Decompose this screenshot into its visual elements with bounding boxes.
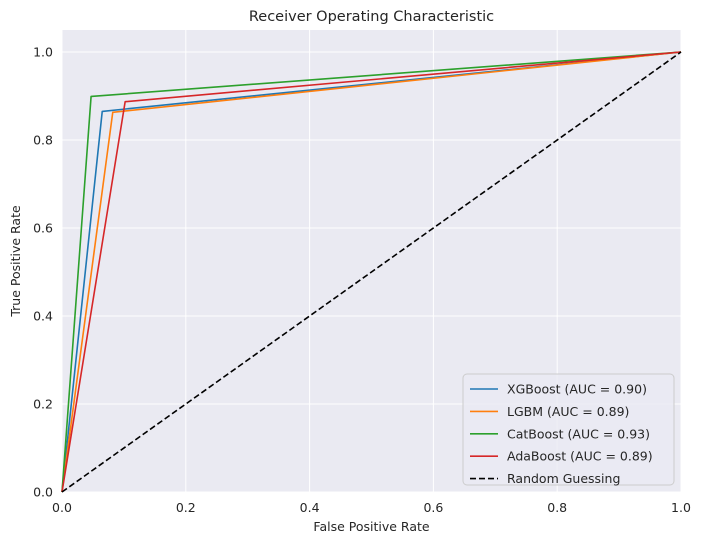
y-tick-label: 0.8: [33, 133, 53, 148]
series-line-adaboost: [61, 51, 682, 493]
x-tick-label: 0.6: [423, 500, 443, 515]
grid: [61, 30, 682, 493]
y-tick-label: 0.6: [33, 221, 53, 236]
legend-entry: XGBoost (AUC = 0.90): [507, 382, 647, 397]
series-line-lgbm: [61, 51, 682, 493]
x-tick-label: 1.0: [671, 500, 691, 515]
series-layer: [61, 51, 682, 493]
x-tick-label: 0.0: [52, 500, 72, 515]
x-tick-label: 0.4: [300, 500, 320, 515]
y-tick-label: 0.4: [33, 309, 53, 324]
legend-entry: Random Guessing: [507, 471, 620, 486]
ticks: 0.0 0.2 0.4 0.6 0.8 1.0 0.0 0.2 0.4 0.6 0.8 1.0: [33, 45, 691, 516]
series-line-random: [61, 51, 682, 493]
x-tick-label: 0.8: [547, 500, 567, 515]
legend-box: [462, 373, 675, 486]
x-tick-label: 0.2: [176, 500, 196, 515]
y-tick-label: 1.0: [33, 45, 53, 60]
legend-entry: AdaBoost (AUC = 0.89): [507, 449, 653, 464]
x-axis-label: False Positive Rate: [313, 519, 429, 534]
y-tick-label: 0.0: [33, 485, 53, 500]
y-axis-label: True Positive Rate: [8, 205, 23, 318]
legend-entry: CatBoost (AUC = 0.93): [507, 426, 650, 441]
legend: XGBoost (AUC = 0.90) LGBM (AUC = 0.89) Cat…: [462, 373, 675, 486]
legend-entry: LGBM (AUC = 0.89): [507, 404, 629, 419]
chart-title: Receiver Operating Characteristic: [249, 9, 494, 25]
series-line-catboost: [61, 51, 682, 493]
y-tick-label: 0.2: [33, 397, 53, 412]
